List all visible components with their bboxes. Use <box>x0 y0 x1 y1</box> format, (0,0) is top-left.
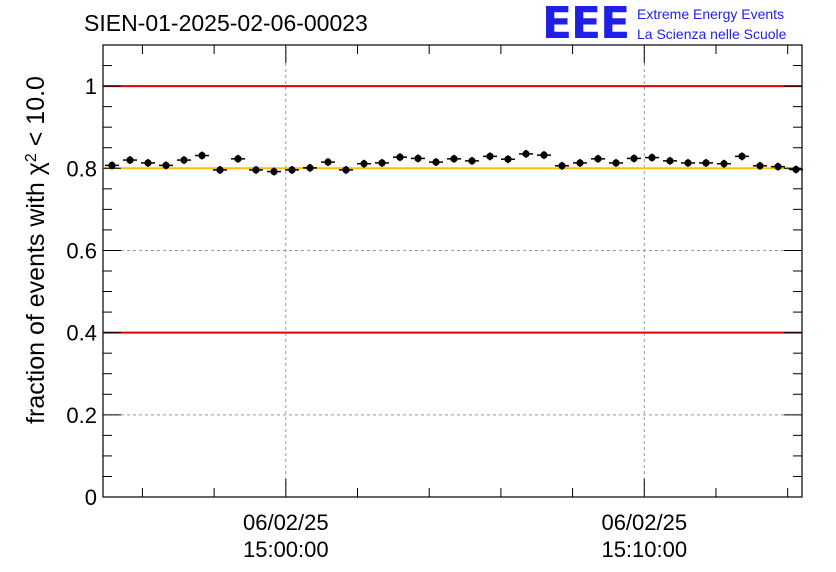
data-point <box>378 159 386 167</box>
data-point <box>324 158 332 166</box>
data-point <box>216 166 224 174</box>
data-point <box>702 159 710 167</box>
data-point <box>468 157 476 165</box>
data-point <box>126 156 134 164</box>
data-point <box>360 160 368 168</box>
x-tick-label-date: 06/02/25 <box>243 510 329 535</box>
data-point <box>450 155 458 163</box>
data-point <box>558 162 566 170</box>
data-point <box>252 166 260 174</box>
y-tick-label: 0.8 <box>66 156 97 181</box>
y-tick-label: 0.4 <box>66 321 97 346</box>
data-point <box>342 166 350 174</box>
data-point <box>486 152 494 160</box>
chart-title: SIEN-01-2025-02-06-00023 <box>84 10 368 36</box>
y-axis-label: fraction of events with χ2 < 10.0 <box>22 76 50 424</box>
data-point <box>774 163 782 171</box>
data-point <box>648 153 656 162</box>
y-tick-label: 0.6 <box>66 238 97 263</box>
eee-logo: EEE <box>542 0 630 49</box>
data-point <box>270 167 278 176</box>
x-tick-label-time: 15:10:00 <box>601 537 687 562</box>
x-tick-label-date: 06/02/25 <box>601 510 687 535</box>
logo-line-2: La Scienza nelle Scuole <box>637 26 787 42</box>
data-point <box>162 161 170 169</box>
data-point <box>432 158 440 166</box>
data-point <box>306 164 314 172</box>
data-point <box>288 166 296 174</box>
data-point <box>630 154 638 163</box>
data-point <box>180 156 188 164</box>
y-tick-label: 0 <box>85 485 97 510</box>
data-point <box>198 151 206 160</box>
data-point <box>144 159 152 167</box>
y-tick-label: 0.2 <box>66 403 97 428</box>
data-point <box>234 155 242 163</box>
data-point <box>540 151 548 159</box>
data-point <box>792 165 800 174</box>
data-point <box>756 162 764 170</box>
data-point <box>108 161 116 169</box>
y-tick-label: 1 <box>85 74 97 99</box>
data-point <box>522 150 530 158</box>
data-point <box>612 159 620 167</box>
data-point <box>738 152 746 160</box>
data-point <box>684 159 692 167</box>
data-point <box>576 159 584 167</box>
data-point <box>396 153 404 161</box>
data-point <box>720 160 728 168</box>
plot-frame <box>102 44 803 498</box>
x-tick-label-time: 15:00:00 <box>243 537 329 562</box>
data-point <box>504 155 512 163</box>
data-point <box>594 155 602 163</box>
data-point <box>666 157 674 165</box>
data-point <box>414 154 422 163</box>
logo-line-1: Extreme Energy Events <box>637 6 785 22</box>
logo-text: Extreme Energy Events La Scienza nelle S… <box>637 4 786 44</box>
